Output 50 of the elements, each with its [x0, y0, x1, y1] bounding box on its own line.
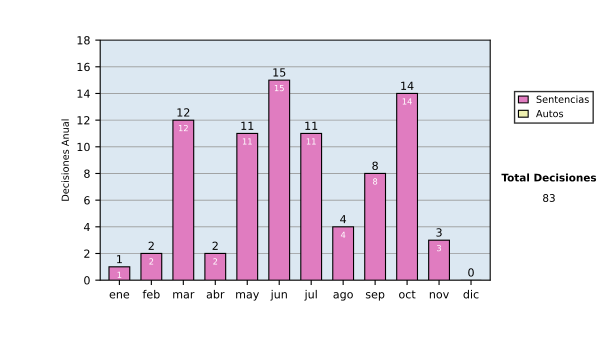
data-label: 3	[437, 244, 442, 252]
x-tick-label: oct	[399, 290, 416, 298]
y-tick-label: 0	[84, 276, 90, 285]
legend-label: Sentencias	[536, 95, 589, 104]
data-label: 0	[468, 268, 474, 277]
data-label: 2	[149, 258, 154, 264]
x-tick-label: mar	[173, 292, 194, 298]
y-tick-label: 6	[84, 196, 90, 205]
data-label: 2	[213, 258, 218, 264]
y-tick-label: 2	[84, 249, 90, 258]
text: 83	[543, 194, 555, 202]
x-tick-label: ago	[333, 292, 353, 301]
annotation: 15	[273, 68, 286, 77]
x-tick-label: jun	[270, 290, 287, 301]
data-label: 8	[373, 178, 378, 185]
annotation: 2	[212, 242, 218, 250]
data-label: 1	[118, 272, 122, 278]
annotation: 1	[117, 255, 122, 264]
y-tick-label: 12	[78, 116, 90, 124]
x-tick-label: sep	[366, 292, 384, 301]
data-label: 4	[340, 232, 346, 238]
data-label: 14	[402, 98, 412, 104]
annotation: 8	[372, 162, 378, 170]
y-tick-label: 14	[78, 90, 90, 98]
x-tick-label: nov	[430, 292, 449, 298]
x-tick-label: abr	[206, 290, 224, 298]
data-label: 12	[178, 124, 188, 132]
y-tick-label: 10	[78, 142, 90, 152]
x-tick-label: jul	[304, 290, 317, 301]
y-axis-title: Decisiones Anual	[61, 119, 69, 201]
x-tick-label: may	[236, 292, 260, 301]
text: Total Decisiones	[501, 173, 596, 182]
data-label: 11	[242, 138, 252, 144]
x-tick-label: feb	[142, 290, 160, 298]
x-tick-label: ene	[110, 292, 130, 298]
x-tick-label: dic	[464, 290, 478, 298]
data-label: 11	[306, 138, 316, 144]
y-tick-label: 16	[78, 62, 90, 72]
annotation: 11	[241, 122, 254, 130]
annotation: 12	[177, 108, 190, 116]
legend-label: Autos	[536, 110, 564, 118]
annotation: 11	[305, 122, 318, 130]
annotation: 3	[436, 228, 442, 237]
y-tick-label: 4	[84, 222, 90, 232]
y-tick-label: 18	[78, 36, 90, 44]
y-tick-label: 8	[84, 169, 90, 178]
data-label: 15	[274, 85, 284, 92]
annotation: 14	[401, 82, 414, 90]
annotation: 2	[148, 242, 154, 250]
annotation: 4	[340, 215, 346, 224]
